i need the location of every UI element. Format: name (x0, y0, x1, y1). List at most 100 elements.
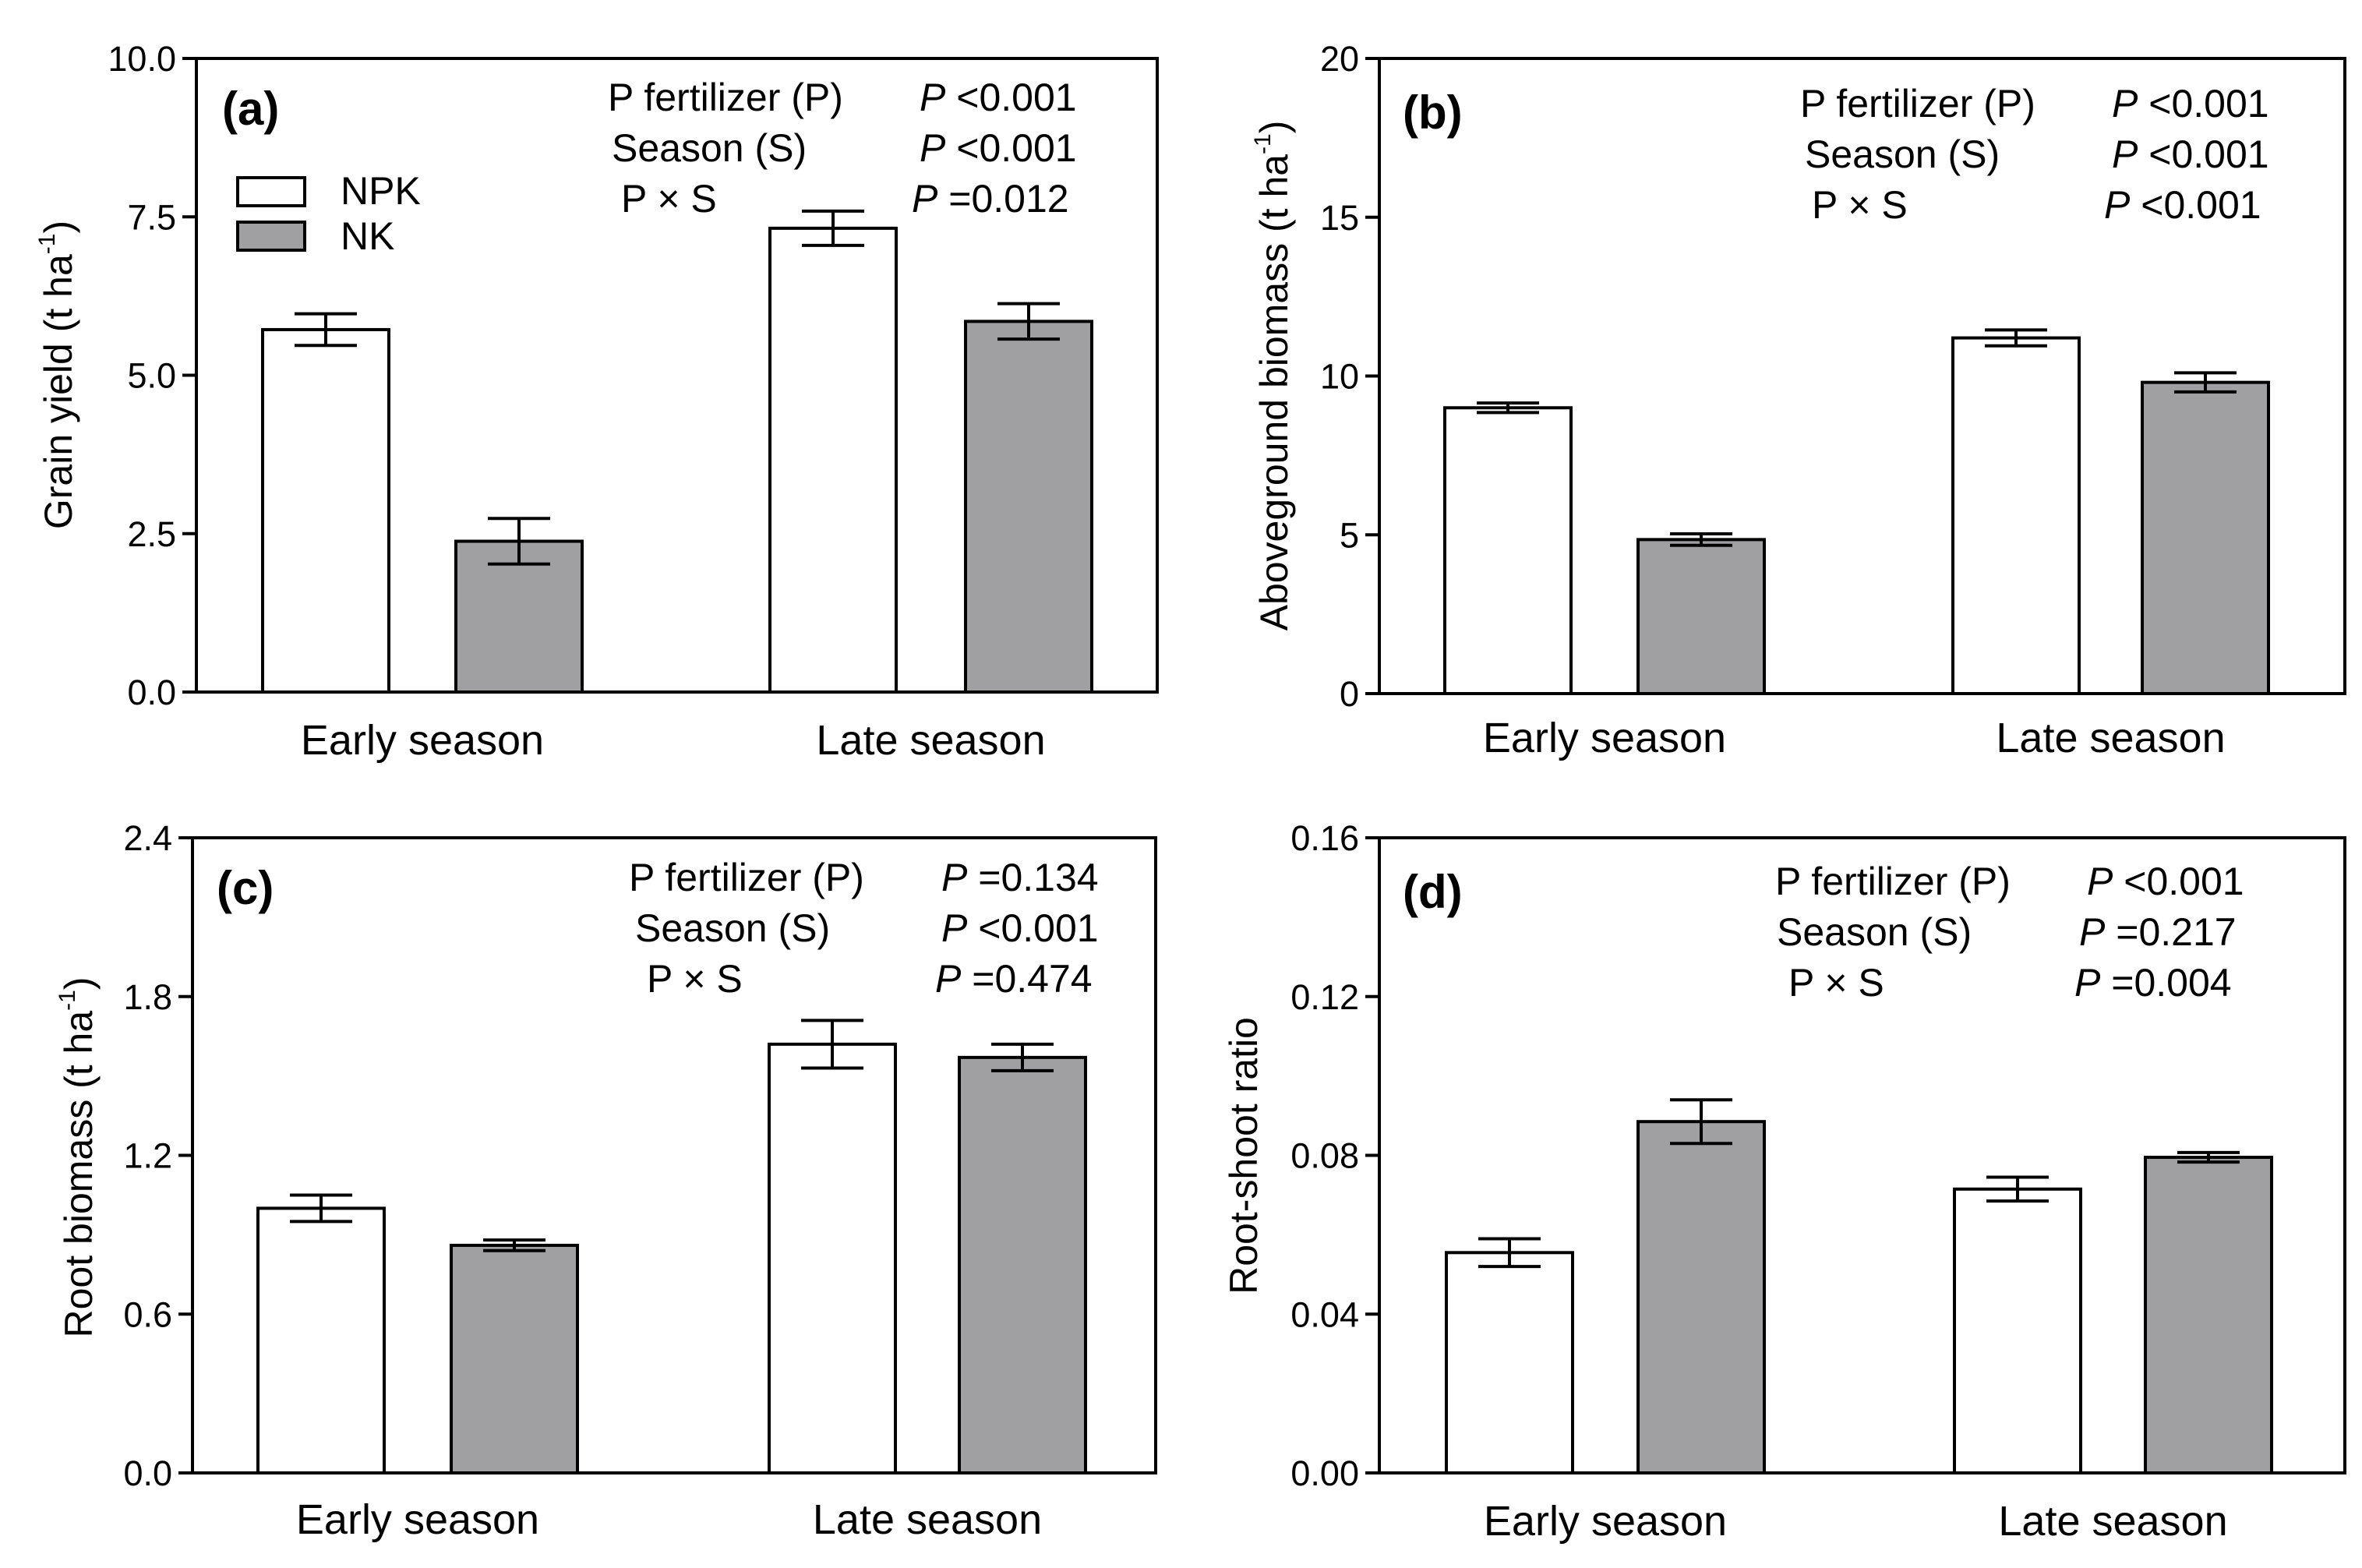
stat-term-s: Season (S) (1805, 132, 2000, 176)
stat-value-s: P =0.217 (2079, 910, 2237, 954)
y-ticks: 0.0 0.6 1.2 1.8 2.4 (123, 818, 192, 1493)
stat-value-p: P <0.001 (2087, 860, 2244, 903)
legend-swatch-nk (236, 221, 306, 252)
stat-value-s: P <0.001 (920, 126, 1077, 170)
stat-value-p: P <0.001 (2112, 82, 2269, 125)
y-tick-label: 0.0 (123, 1453, 172, 1493)
bar-npk (768, 1042, 897, 1474)
stat-term-p: P fertilizer (P) (608, 76, 843, 119)
bar-nk (1636, 538, 1766, 695)
y-tick-label: 0.04 (1290, 1294, 1359, 1334)
bar-nk (1636, 1120, 1766, 1474)
bar-nk (958, 1055, 1087, 1474)
stat-term-p: P fertilizer (P) (1775, 860, 2011, 903)
y-axis-label-end: ) (1252, 121, 1296, 134)
y-tick-label: 0.08 (1290, 1136, 1359, 1176)
y-tick-label: 0.16 (1290, 818, 1359, 858)
stat-italic-ps: P (2104, 183, 2131, 227)
stat-term-ps: P × S (621, 177, 717, 221)
y-tick-label: 5.0 (127, 356, 176, 396)
stat-term-p: P fertilizer (P) (629, 856, 864, 899)
x-category-label: Early season (301, 717, 544, 764)
y-tick-label: 2.4 (123, 818, 172, 858)
stat-rest-ps: <0.001 (2130, 183, 2261, 227)
stats-block: P fertilizer (P) P <0.001 Season (S) P =… (1775, 860, 2244, 1005)
y-axis-label-main: Root biomass (t ha (57, 1011, 101, 1338)
y-axis-label-end: ) (57, 977, 101, 991)
stats-block: P fertilizer (P) P <0.001 Season (S) P <… (1800, 82, 2269, 227)
stat-value-ps: P =0.012 (912, 177, 1069, 221)
y-axis-label-main: Root-shoot ratio (1222, 1017, 1266, 1294)
stat-term-s: Season (S) (1777, 910, 1972, 954)
stat-rest-p: <0.001 (2138, 82, 2268, 125)
panel-b: (b) Aboveground biomass (t ha-1) 0 5 10 15 2… (1250, 39, 2346, 761)
panel-a: (a) Grain yield (t ha-1) 0.0 2.5 5.0 7.5 10.… (34, 39, 1159, 764)
y-ticks: 0 5 10 15 20 (1320, 39, 1379, 714)
y-tick-label: 5 (1340, 515, 1359, 555)
bar-npk (1445, 1251, 1574, 1474)
legend-label-npk: NPK (341, 169, 421, 213)
stat-value-p: P <0.001 (920, 76, 1077, 119)
stat-italic-p: P (920, 76, 946, 119)
x-category-label: Late season (1996, 715, 2225, 761)
stat-term-p: P fertilizer (P) (1800, 82, 2035, 125)
stat-value-ps: P <0.001 (2104, 183, 2261, 227)
bar-npk (768, 226, 898, 694)
legend: NPK NK (236, 169, 421, 258)
panel-label: (d) (1403, 866, 1463, 918)
legend-label-nk: NK (341, 214, 394, 258)
stat-term-ps: P × S (1812, 183, 1908, 227)
y-tick-label: 10 (1320, 357, 1359, 397)
bar-nk (2141, 380, 2270, 695)
y-axis-label-main: Aboveground biomass (t ha (1252, 154, 1296, 631)
stat-rest-s: <0.001 (945, 126, 1076, 170)
stat-rest-s: <0.001 (2138, 132, 2268, 176)
stat-value-ps: P =0.474 (935, 957, 1093, 1001)
stats-block: P fertilizer (P) P =0.134 Season (S) P <… (629, 856, 1099, 1001)
y-tick-label: 15 (1320, 198, 1359, 238)
y-tick-label: 0.6 (123, 1294, 172, 1334)
panel-c: (c) Root biomass (t ha-1) 0.0 0.6 1.2 1.8 2.… (55, 818, 1157, 1543)
bar-npk (1951, 336, 2081, 695)
x-category-label: Early season (296, 1496, 539, 1543)
y-axis-label-sup: -1 (55, 990, 80, 1011)
panel-label: (b) (1403, 87, 1463, 139)
bar-nk (964, 320, 1093, 694)
stat-value-s: P <0.001 (941, 906, 1099, 950)
stat-italic-s: P (2112, 132, 2138, 176)
bar-npk (256, 1206, 386, 1474)
stat-italic-s: P (941, 906, 968, 950)
y-axis-label: Grain yield (t ha-1) (34, 221, 80, 529)
x-category-label: Late season (816, 717, 1045, 764)
panel-label: (c) (217, 862, 274, 914)
stat-term-s: Season (S) (612, 126, 807, 170)
bar-nk (2144, 1156, 2273, 1474)
y-tick-label: 10.0 (108, 39, 176, 79)
stat-rest-ps: =0.012 (937, 177, 1068, 221)
stat-italic-s: P (2079, 910, 2106, 954)
bars (256, 1019, 1087, 1475)
y-tick-label: 1.2 (123, 1136, 172, 1176)
bars (261, 209, 1093, 694)
y-tick-label: 2.5 (127, 514, 176, 554)
y-tick-label: 0.12 (1290, 977, 1359, 1017)
stat-value-ps: P =0.004 (2074, 961, 2232, 1005)
y-tick-label: 0 (1340, 674, 1359, 714)
y-axis-label-end: ) (37, 221, 80, 234)
stat-rest-p: <0.001 (945, 76, 1076, 119)
y-ticks: 0.00 0.04 0.08 0.12 0.16 (1290, 818, 1379, 1493)
bar-npk (1443, 406, 1573, 695)
panel-d: (d) Root-shoot ratio 0.00 0.04 0.08 0.12 0.1… (1222, 818, 2346, 1545)
y-axis-label: Root biomass (t ha-1) (55, 977, 101, 1338)
x-category-label: Early season (1484, 1498, 1727, 1545)
legend-swatch-npk (236, 176, 306, 207)
y-tick-label: 20 (1320, 39, 1359, 79)
y-tick-label: 0.00 (1290, 1453, 1359, 1493)
stat-term-ps: P × S (1788, 961, 1884, 1005)
x-category-label: Late season (813, 1496, 1042, 1543)
stat-italic-ps: P (935, 957, 962, 1001)
stat-rest-s: <0.001 (967, 906, 1098, 950)
bars (1445, 1098, 2273, 1474)
x-category-label: Early season (1483, 715, 1726, 761)
